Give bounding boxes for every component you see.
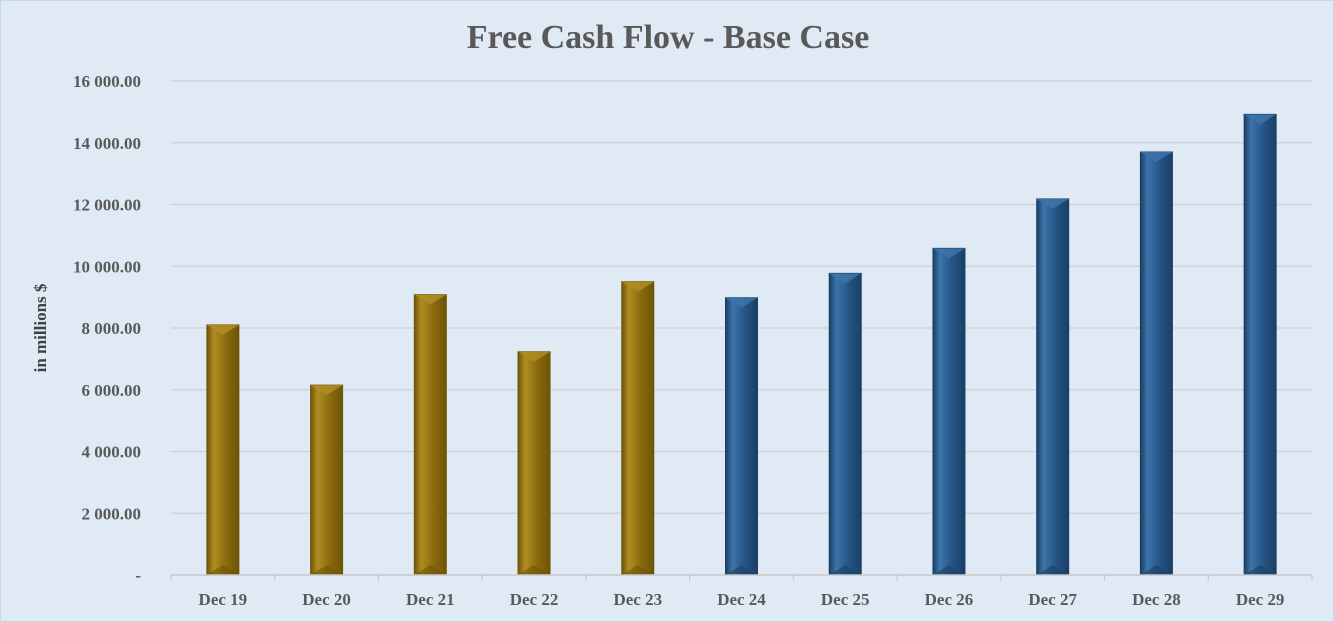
x-tick-label: Dec 25: [821, 590, 870, 609]
bar-bevel-bottom: [725, 565, 758, 575]
x-tick-label: Dec 27: [1028, 590, 1077, 609]
bar-dec-19: [206, 324, 240, 576]
chart-title: Free Cash Flow - Base Case: [467, 19, 870, 56]
bar-bevel: [1244, 114, 1277, 125]
bar-dec-23: [621, 281, 655, 576]
bar: [1243, 113, 1277, 576]
x-tick-label: Dec 28: [1132, 590, 1181, 609]
axes: - 2 000.00 4 000.00 6 000.00 8 000.00 10 000.…: [73, 72, 1313, 609]
y-tick-label: 10 000.00: [73, 257, 141, 276]
bar: [621, 281, 655, 576]
bar: [828, 272, 862, 576]
bar-bevel-bottom: [829, 565, 862, 575]
y-tick-label: -: [135, 566, 141, 585]
bar-bevel-bottom: [1140, 565, 1173, 575]
x-tick-label: Dec 26: [925, 590, 974, 609]
bar-bevel-bottom: [206, 565, 239, 575]
x-tick-label: Dec 21: [406, 590, 455, 609]
bar-dec-24: [725, 297, 758, 576]
y-tick-label: 12 000.00: [73, 196, 141, 215]
bar: [725, 297, 758, 576]
bars: [206, 113, 1277, 576]
bar-bevel: [1036, 198, 1069, 209]
bar-bevel: [725, 297, 758, 308]
y-tick-label: 16 000.00: [73, 72, 141, 91]
bar-bevel: [518, 351, 551, 362]
bar-bevel: [829, 273, 862, 284]
bar-bevel: [932, 248, 965, 259]
bar-bevel-bottom: [1244, 565, 1277, 575]
bar-dec-26: [932, 247, 966, 576]
x-tick-label: Dec 29: [1236, 590, 1285, 609]
bar-bevel-bottom: [621, 565, 654, 575]
bar-bevel-bottom: [310, 565, 343, 575]
bar-dec-22: [517, 351, 551, 576]
bar-bevel: [310, 385, 343, 396]
y-axis-label: in millions $: [31, 283, 50, 372]
y-tick-label: 8 000.00: [82, 319, 142, 338]
y-tick-label: 2 000.00: [82, 504, 142, 523]
bar-bevel-bottom: [932, 565, 965, 575]
bar-dec-20: [310, 384, 344, 576]
bar: [517, 351, 551, 576]
x-tick-label: Dec 22: [510, 590, 559, 609]
bar-bevel: [1140, 152, 1173, 163]
bar-bevel-bottom: [518, 565, 551, 575]
bar-dec-27: [1036, 198, 1070, 576]
bar-dec-28: [1139, 151, 1173, 576]
bar: [1036, 198, 1070, 576]
bar-dec-25: [828, 272, 862, 576]
bar-bevel: [621, 281, 654, 292]
bar: [206, 324, 240, 576]
bar-bevel: [206, 324, 239, 335]
bar: [310, 384, 344, 576]
y-tick-label: 4 000.00: [82, 443, 142, 462]
y-tick-label: 6 000.00: [82, 381, 142, 400]
x-tick-label: Dec 24: [717, 590, 766, 609]
bar-dec-21: [413, 294, 447, 576]
bar: [1139, 151, 1173, 576]
x-tick-label: Dec 20: [302, 590, 351, 609]
x-tick-label: Dec 23: [613, 590, 662, 609]
bar-dec-29: [1243, 113, 1277, 576]
y-tick-label: 14 000.00: [73, 134, 141, 153]
bar: [413, 294, 447, 576]
bar-bevel-bottom: [1036, 565, 1069, 575]
x-tick-label: Dec 19: [199, 590, 248, 609]
bar: [932, 247, 966, 576]
bar-bevel: [414, 294, 447, 305]
bar-bevel-bottom: [414, 565, 447, 575]
